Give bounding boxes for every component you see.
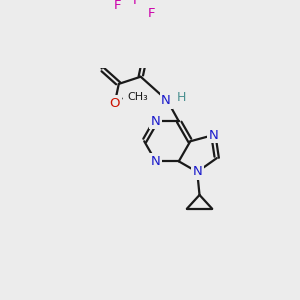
Text: F: F — [114, 0, 121, 13]
Text: CH₃: CH₃ — [128, 92, 148, 102]
Text: N: N — [208, 129, 218, 142]
Text: N: N — [151, 155, 160, 168]
Text: F: F — [133, 0, 140, 7]
Text: F: F — [148, 7, 155, 20]
Text: H: H — [177, 91, 186, 104]
Text: N: N — [161, 94, 171, 107]
Text: N: N — [192, 165, 202, 178]
Text: N: N — [151, 115, 160, 128]
Text: O: O — [110, 97, 120, 110]
